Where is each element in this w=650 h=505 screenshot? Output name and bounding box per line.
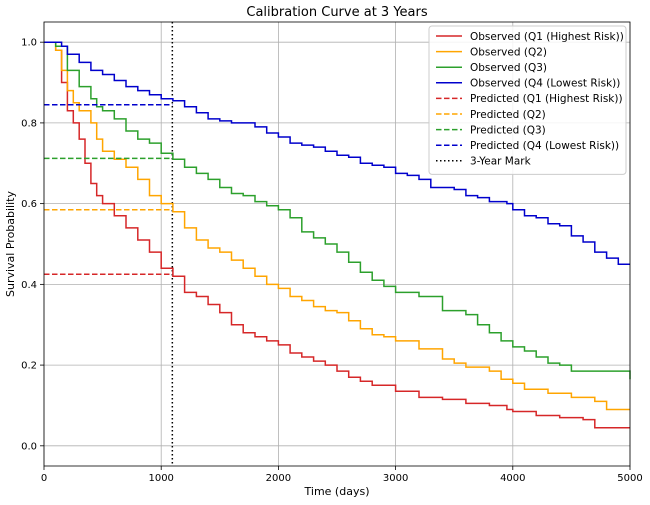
chart-title: Calibration Curve at 3 Years (246, 5, 427, 20)
y-tick-label: 0.0 (21, 441, 37, 452)
series-layer (44, 41, 631, 429)
series-line-2 (44, 41, 631, 380)
x-axis-ticks: 0 1000 2000 3000 4000 5000 (41, 466, 643, 484)
series-line-3 (44, 41, 630, 265)
x-axis-label: Time (days) (304, 485, 370, 498)
x-tick-label: 3000 (383, 473, 408, 484)
x-tick-label: 0 (41, 473, 47, 484)
legend-label-6: Predicted (Q3) (470, 124, 546, 136)
series-line-0 (44, 41, 630, 429)
plot-frame (43, 21, 631, 467)
legend-label-0: Observed (Q1 (Highest Risk)) (470, 31, 624, 43)
y-tick-label: 1.0 (21, 38, 37, 49)
y-axis-ticks: 0.0 0.2 0.4 0.6 0.8 1.0 (21, 38, 44, 452)
y-tick-label: 0.4 (21, 280, 37, 291)
legend-box (428, 25, 627, 175)
x-tick-label: 5000 (617, 473, 642, 484)
legend-label-1: Observed (Q2) (470, 46, 547, 58)
legend-label-3: Observed (Q4 (Lowest Risk)) (470, 78, 620, 90)
legend-label-7: Predicted (Q4 (Lowest Risk)) (470, 140, 619, 152)
x-tick-label: 2000 (266, 473, 291, 484)
series-line-1 (44, 41, 630, 411)
y-axis-label: Survival Probability (4, 191, 17, 297)
x-tick-label: 4000 (500, 473, 525, 484)
legend-label-8: 3-Year Mark (470, 156, 532, 168)
x-tick-label: 1000 (148, 473, 173, 484)
legend-label-5: Predicted (Q2) (470, 109, 546, 121)
legend-label-4: Predicted (Q1 (Highest Risk)) (470, 93, 623, 105)
y-tick-label: 0.6 (21, 199, 37, 210)
legend: Observed (Q1 (Highest Risk)) Observed (Q2… (428, 25, 627, 175)
legend-label-2: Observed (Q3) (470, 62, 547, 74)
y-tick-label: 0.2 (21, 361, 37, 372)
y-tick-label: 0.8 (21, 118, 37, 129)
